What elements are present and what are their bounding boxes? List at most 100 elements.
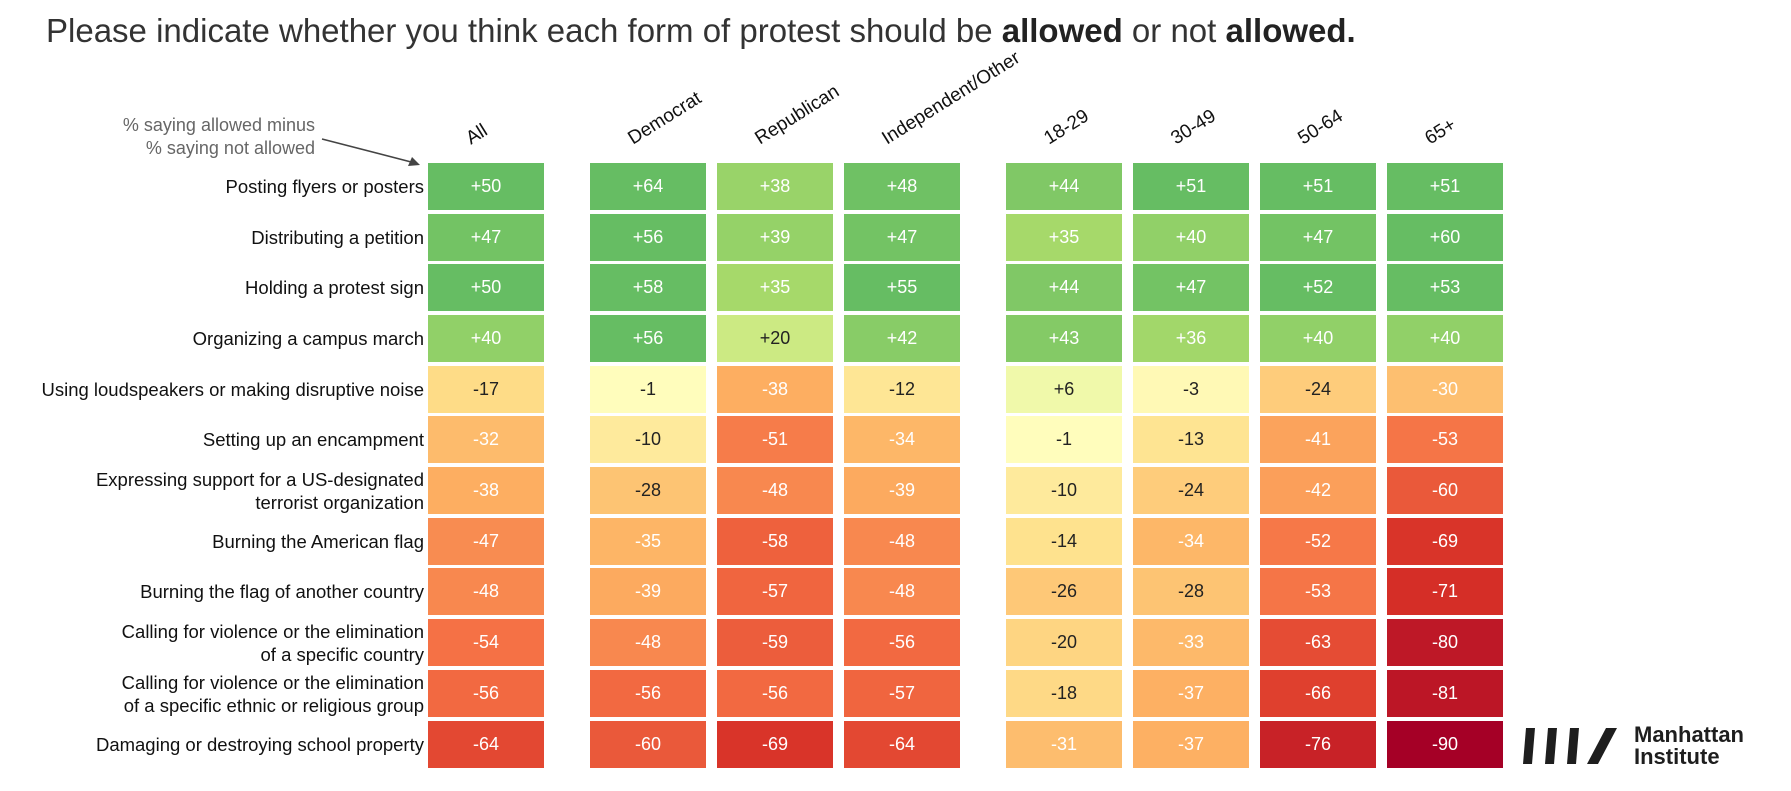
heatmap-cell: -1 xyxy=(590,366,706,413)
heatmap-cell: -39 xyxy=(590,568,706,615)
heatmap-cell: -69 xyxy=(1387,518,1503,565)
heatmap-cell: +50 xyxy=(428,264,544,311)
heatmap-cell: +56 xyxy=(590,214,706,261)
heatmap-cell: -3 xyxy=(1133,366,1249,413)
heatmap-cell: -28 xyxy=(1133,568,1249,615)
heatmap-cell: -24 xyxy=(1133,467,1249,514)
heatmap-cell: -48 xyxy=(428,568,544,615)
heatmap-cell: +40 xyxy=(1133,214,1249,261)
column-header-50-64: 50-64 xyxy=(1294,105,1347,150)
heatmap-cell: +35 xyxy=(717,264,833,311)
heatmap-cell: -56 xyxy=(590,670,706,717)
heatmap-cell: -53 xyxy=(1387,416,1503,463)
row-label-6: Setting up an encampment xyxy=(202,429,424,450)
heatmap-cell: -90 xyxy=(1387,721,1503,768)
heatmap-cell: +42 xyxy=(844,315,960,362)
heatmap-cell: +39 xyxy=(717,214,833,261)
heatmap-cell: -69 xyxy=(717,721,833,768)
heatmap-cell: -38 xyxy=(717,366,833,413)
heatmap-cell: -34 xyxy=(1133,518,1249,565)
manhattan-institute-logo xyxy=(1523,728,1617,764)
heatmap-cell: +64 xyxy=(590,163,706,210)
heatmap-cell: -1 xyxy=(1006,416,1122,463)
row-label-5: Using loudspeakers or making disruptive … xyxy=(41,379,424,400)
row-label-10: Calling for violence or the elimination o… xyxy=(121,620,424,665)
heatmap-cell: -42 xyxy=(1260,467,1376,514)
heatmap-cell: -54 xyxy=(428,619,544,666)
heatmap-cell: -80 xyxy=(1387,619,1503,666)
heatmap-cell: +60 xyxy=(1387,214,1503,261)
heatmap-cell: +50 xyxy=(428,163,544,210)
heatmap-cell: -26 xyxy=(1006,568,1122,615)
heatmap-cell: -58 xyxy=(717,518,833,565)
title-text-2: or not xyxy=(1122,12,1226,49)
heatmap-cell: -64 xyxy=(428,721,544,768)
heatmap-cell: +20 xyxy=(717,315,833,362)
heatmap-cell: -10 xyxy=(1006,467,1122,514)
heatmap-cell: +52 xyxy=(1260,264,1376,311)
heatmap-cell: +36 xyxy=(1133,315,1249,362)
heatmap-cell: -33 xyxy=(1133,619,1249,666)
heatmap-cell: -32 xyxy=(428,416,544,463)
heatmap-cell: +40 xyxy=(1260,315,1376,362)
heatmap-cell: -53 xyxy=(1260,568,1376,615)
heatmap-cell: +56 xyxy=(590,315,706,362)
heatmap-cell: +47 xyxy=(1133,264,1249,311)
heatmap-cell: -71 xyxy=(1387,568,1503,615)
heatmap-cell: -41 xyxy=(1260,416,1376,463)
heatmap-cell: -24 xyxy=(1260,366,1376,413)
heatmap-cell: +51 xyxy=(1260,163,1376,210)
heatmap-cell: +40 xyxy=(428,315,544,362)
heatmap-cell: +48 xyxy=(844,163,960,210)
column-header-30-49: 30-49 xyxy=(1167,105,1220,150)
chart-title: Please indicate whether you think each f… xyxy=(46,12,1356,50)
heatmap-cell: -59 xyxy=(717,619,833,666)
heatmap-cell: -66 xyxy=(1260,670,1376,717)
column-header-all: All xyxy=(462,120,492,150)
heatmap-cell: -35 xyxy=(590,518,706,565)
heatmap-cell: -64 xyxy=(844,721,960,768)
heatmap-cell: +44 xyxy=(1006,163,1122,210)
row-label-1: Posting flyers or posters xyxy=(225,176,424,197)
column-header-18-29: 18-29 xyxy=(1040,105,1093,150)
column-header-65: 65+ xyxy=(1421,114,1460,150)
heatmap-cell: -48 xyxy=(590,619,706,666)
heatmap-cell: -51 xyxy=(717,416,833,463)
heatmap-cell: +40 xyxy=(1387,315,1503,362)
heatmap-cell: -48 xyxy=(844,518,960,565)
heatmap-cell: -76 xyxy=(1260,721,1376,768)
row-label-4: Organizing a campus march xyxy=(192,328,424,349)
heatmap-cell: -57 xyxy=(844,670,960,717)
heatmap-cell: -28 xyxy=(590,467,706,514)
column-header-independent-other: Independent/Other xyxy=(878,47,1024,150)
heatmap-cell: -37 xyxy=(1133,721,1249,768)
heatmap-cell: +47 xyxy=(1260,214,1376,261)
heatmap-cell: -13 xyxy=(1133,416,1249,463)
heatmap-cell: -31 xyxy=(1006,721,1122,768)
title-bold-allowed: allowed xyxy=(1001,12,1123,49)
heatmap-cell: -48 xyxy=(844,568,960,615)
logo-wordmark: Manhattan Institute xyxy=(1634,724,1744,768)
row-label-9: Burning the flag of another country xyxy=(140,581,424,602)
row-label-7: Expressing support for a US-designated te… xyxy=(95,468,424,513)
heatmap-cell: +51 xyxy=(1133,163,1249,210)
heatmap-cell: -20 xyxy=(1006,619,1122,666)
heatmap-cell: -56 xyxy=(717,670,833,717)
row-label-11: Calling for violence or the elimination o… xyxy=(121,671,424,716)
heatmap-cell: -30 xyxy=(1387,366,1503,413)
heatmap-cell: +6 xyxy=(1006,366,1122,413)
logo-line-2: Institute xyxy=(1634,744,1720,769)
heatmap-cell: -60 xyxy=(1387,467,1503,514)
column-header-republican: Republican xyxy=(751,80,844,150)
heatmap-cell: +38 xyxy=(717,163,833,210)
heatmap-cell: +47 xyxy=(428,214,544,261)
annotation-arrow-icon xyxy=(321,138,420,166)
column-header-democrat: Democrat xyxy=(624,87,706,150)
heatmap-cell: -52 xyxy=(1260,518,1376,565)
annotation-line-2: % saying not allowed xyxy=(145,138,315,158)
heatmap-cell: -12 xyxy=(844,366,960,413)
heatmap-cell: -17 xyxy=(428,366,544,413)
heatmap-cell: +44 xyxy=(1006,264,1122,311)
heatmap-cell: -38 xyxy=(428,467,544,514)
title-bold-allowed-2: allowed. xyxy=(1225,12,1356,49)
